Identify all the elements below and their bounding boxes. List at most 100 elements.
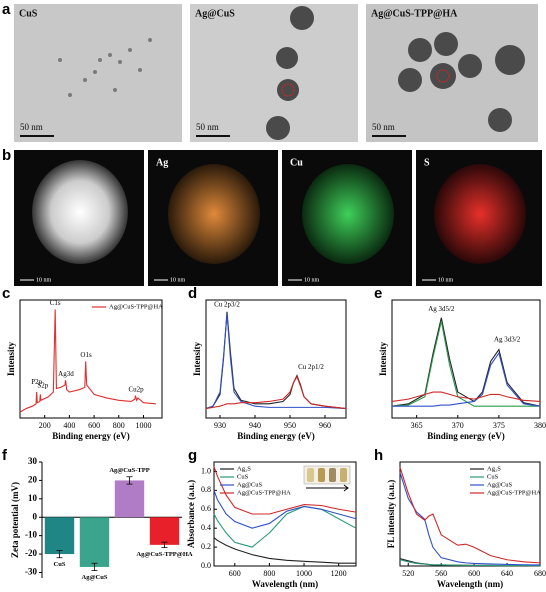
line-series: [392, 351, 541, 407]
scale-label: 50 nm: [20, 122, 43, 132]
particle: [302, 164, 394, 264]
annotation: Cu2p: [128, 385, 144, 393]
legend-label: CuS: [487, 473, 499, 480]
x-tick-label: 680: [534, 569, 546, 578]
y-tick-label: -10: [25, 530, 37, 540]
scale-label: 10 nm: [36, 277, 52, 283]
y-axis-label: FL intensity (a.u.): [386, 480, 396, 549]
x-tick-label: 400: [63, 421, 75, 430]
x-tick-label: 950: [284, 421, 296, 430]
legend-label: CuS: [237, 473, 249, 480]
line-series: [205, 375, 347, 410]
image-label: CuS: [19, 8, 38, 19]
line-series: [399, 559, 541, 567]
y-tick-label: -30: [25, 567, 37, 577]
annotation: Ag 3d3/2: [494, 336, 521, 344]
tem-image: [14, 4, 182, 142]
error-bar: [56, 549, 63, 559]
highlight: [436, 69, 450, 83]
line-series: [205, 314, 347, 410]
x-axis-label: Binding energy (eV): [52, 431, 130, 441]
scale-label: 10 nm: [170, 277, 186, 283]
annotation: P2p: [31, 378, 42, 386]
annotation: C1s: [50, 299, 61, 307]
annotation: Cu 2p1/2: [298, 363, 324, 371]
image-label: Cu: [290, 157, 303, 168]
legend-label: Ag@CuS-TPP@HA: [109, 303, 163, 310]
y-axis-label: Intensity: [378, 342, 388, 377]
nanoparticles: [266, 6, 525, 140]
x-tick-label: 520: [402, 569, 414, 578]
y-tick-label: 20: [28, 474, 38, 484]
x-tick-label: 1000: [135, 421, 151, 430]
error-bar: [126, 476, 133, 485]
legend-label: Ag@CuS-TPP@HA: [237, 489, 291, 496]
vial: [307, 468, 314, 482]
panel-letter: h: [374, 447, 383, 464]
x-axis-label: Wavelength (nm): [252, 579, 318, 589]
x-tick-label: 380: [534, 421, 546, 430]
category-label: Ag@CuS: [82, 574, 108, 581]
bar: [149, 517, 180, 545]
category-label: Ag@CuS-TPP: [109, 467, 149, 474]
x-axis-label: Binding energy (eV): [237, 431, 315, 441]
x-tick-label: 600: [88, 421, 100, 430]
vial: [318, 468, 325, 482]
panel-letter: c: [2, 285, 10, 302]
line-series: [213, 537, 356, 564]
particle: [434, 164, 526, 264]
legend-label: Ag@CuS: [237, 481, 263, 488]
tem-images: [14, 4, 538, 142]
line-series: [399, 472, 541, 566]
annotation: Ag3d: [58, 370, 74, 378]
y-tick-label: 10: [28, 493, 38, 503]
category-label: CuS: [54, 561, 66, 568]
legend-label: Ag₂S: [487, 465, 501, 472]
y-tick-label: 0.6: [201, 504, 211, 513]
image-label: Ag: [156, 157, 168, 168]
x-tick-label: 800: [263, 569, 275, 578]
inset-arrow: [306, 484, 349, 492]
error-bar: [161, 541, 168, 549]
bar: [114, 480, 145, 518]
y-tick-label: 0.2: [201, 542, 211, 551]
image-label: Ag@CuS: [195, 8, 235, 19]
image-label: S: [424, 157, 430, 168]
line-series: [205, 311, 347, 410]
y-tick-label: 30: [28, 456, 38, 466]
x-tick-label: 1000: [296, 569, 312, 578]
x-tick-label: 930: [214, 421, 226, 430]
line-series: [213, 490, 357, 529]
legend-label: Ag@CuS: [487, 481, 513, 488]
y-tick-label: 0.4: [201, 523, 211, 532]
y-axis-label: Absorbance (a.u.): [186, 480, 196, 548]
particle: [168, 164, 260, 264]
scale-label: 10 nm: [304, 277, 320, 283]
panel-letter: d: [188, 285, 197, 302]
line-series: [391, 321, 540, 407]
nanoparticles: [58, 38, 152, 97]
x-tick-label: 560: [435, 569, 447, 578]
x-tick-label: 370: [452, 421, 464, 430]
scale-label: 10 nm: [438, 277, 454, 283]
line-series: [213, 466, 357, 515]
panel-letter: a: [2, 1, 11, 18]
vial: [340, 468, 347, 482]
y-tick-label: 0.8: [201, 485, 211, 494]
legend-label: Ag₂S: [237, 465, 251, 472]
image-label: Ag@CuS-TPP@HA: [371, 8, 458, 19]
bar: [44, 517, 75, 555]
plot-frame: [391, 299, 541, 419]
plot-frame: [19, 299, 163, 419]
y-axis-label: Intensity: [192, 342, 202, 377]
legend-label: Ag@CuS-TPP@HA: [487, 489, 541, 496]
line-series: [399, 467, 541, 564]
x-tick-label: 960: [319, 421, 331, 430]
y-axis-label: Intensity: [6, 342, 16, 377]
panel-letter: f: [2, 447, 8, 464]
inset-photo: [303, 465, 351, 485]
line-series: [391, 391, 541, 403]
annotation: Ag 3d5/2: [428, 305, 455, 313]
line-series: [213, 505, 357, 548]
